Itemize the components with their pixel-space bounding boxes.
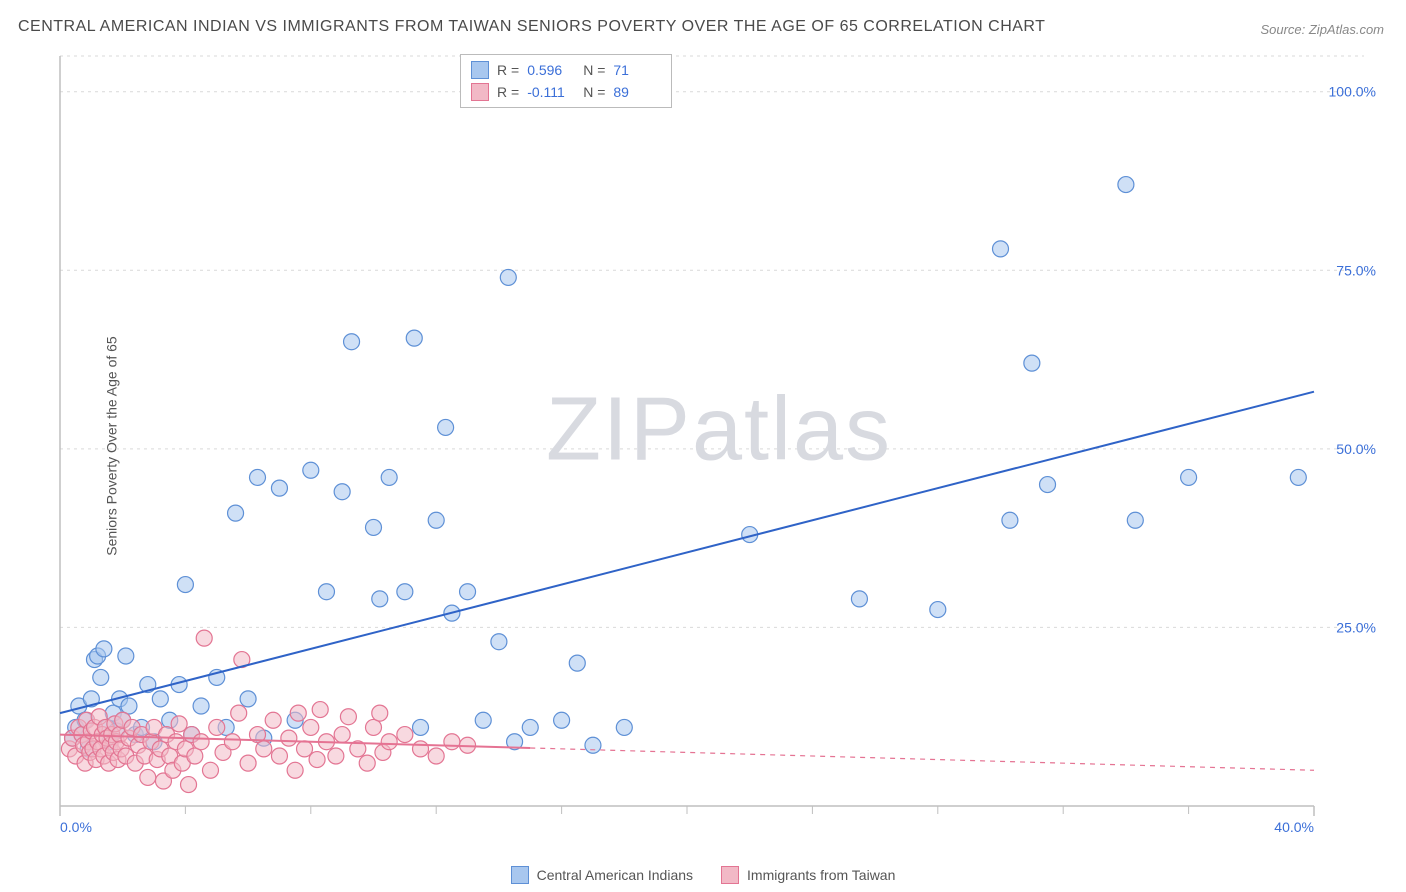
- n-label: N =: [583, 62, 605, 78]
- plot-area: ZIPatlas 0.0%40.0%25.0%50.0%75.0%100.0%: [54, 50, 1384, 842]
- stats-legend-box: R = 0.596 N = 71 R = -0.111 N = 89: [460, 54, 672, 108]
- legend-label: Immigrants from Taiwan: [747, 867, 895, 883]
- svg-text:25.0%: 25.0%: [1336, 619, 1376, 635]
- n-value: 89: [613, 84, 661, 100]
- legend-item: Central American Indians: [511, 866, 693, 884]
- svg-text:50.0%: 50.0%: [1336, 441, 1376, 457]
- chart-title: CENTRAL AMERICAN INDIAN VS IMMIGRANTS FR…: [18, 18, 1045, 36]
- stats-swatch: [471, 61, 489, 79]
- svg-text:40.0%: 40.0%: [1274, 819, 1314, 835]
- legend-item: Immigrants from Taiwan: [721, 866, 895, 884]
- n-value: 71: [613, 62, 661, 78]
- legend-swatch: [511, 866, 529, 884]
- svg-text:100.0%: 100.0%: [1329, 84, 1376, 100]
- r-value: -0.111: [527, 84, 575, 100]
- source-attribution: Source: ZipAtlas.com: [1260, 22, 1384, 37]
- r-label: R =: [497, 62, 519, 78]
- n-label: N =: [583, 84, 605, 100]
- svg-text:75.0%: 75.0%: [1336, 262, 1376, 278]
- series-legend: Central American Indians Immigrants from …: [0, 866, 1406, 884]
- stats-row: R = -0.111 N = 89: [471, 81, 661, 103]
- scatter-chart: 0.0% 40.0% 25.0% 50.0% 75.0% 100.0%: [54, 50, 1384, 842]
- stats-swatch: [471, 83, 489, 101]
- svg-text:0.0%: 0.0%: [60, 819, 92, 835]
- legend-swatch: [721, 866, 739, 884]
- r-label: R =: [497, 84, 519, 100]
- stats-row: R = 0.596 N = 71: [471, 59, 661, 81]
- r-value: 0.596: [527, 62, 575, 78]
- legend-label: Central American Indians: [537, 867, 693, 883]
